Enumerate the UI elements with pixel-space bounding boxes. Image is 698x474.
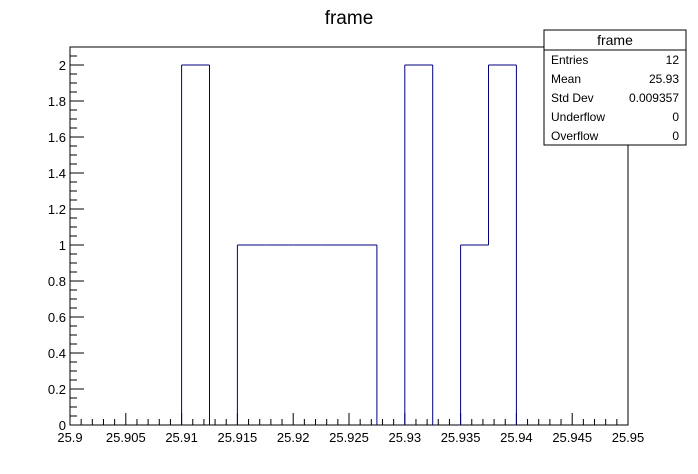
stats-value: 12 [666,53,680,67]
stats-box: frame Entries 12 Mean 25.93 Std Dev 0.009357 Un… [543,29,687,146]
y-tick-label: 0.8 [48,274,66,289]
stats-value: 25.93 [649,72,679,86]
stats-label: Overflow [551,129,599,143]
x-tick-label: 25.92 [277,430,310,445]
y-tick-label: 1.2 [48,202,66,217]
y-tick-label: 2 [59,58,66,73]
y-tick-label: 0.4 [48,346,66,361]
stats-value: 0 [672,129,679,143]
y-tick-label: 0.2 [48,382,66,397]
x-tick-label: 25.95 [612,430,645,445]
axes: 25.9 25.905 25.91 25.915 25.92 25.925 25.93 25.… [48,46,645,445]
x-tick-label: 25.945 [552,430,592,445]
stats-label: Underflow [551,110,605,124]
x-tick-label: 25.925 [329,430,369,445]
stats-value: 0.009357 [629,91,679,105]
y-tick-label: 0 [59,418,66,433]
x-tick-label: 25.91 [165,430,198,445]
chart-title: frame [325,8,374,29]
stats-box-title: frame [597,32,633,48]
stats-label: Std Dev [551,91,594,105]
stats-label: Mean [551,72,581,86]
y-tick-label: 0.6 [48,310,66,325]
x-tick-label: 25.93 [389,430,422,445]
y-tick-label: 1.4 [48,166,66,181]
stats-value: 0 [672,110,679,124]
x-tick-label: 25.905 [106,430,146,445]
y-tick-label: 1 [59,238,66,253]
histogram-bars [181,64,517,425]
y-tick-label: 1.6 [48,130,66,145]
x-tick-label: 25.94 [500,430,533,445]
stats-box-frame [543,29,687,146]
y-tick-label: 1.8 [48,94,66,109]
x-tick-label: 25.935 [441,430,481,445]
stats-label: Entries [551,53,588,67]
x-tick-label: 25.9 [57,430,82,445]
x-tick-label: 25.915 [218,430,258,445]
